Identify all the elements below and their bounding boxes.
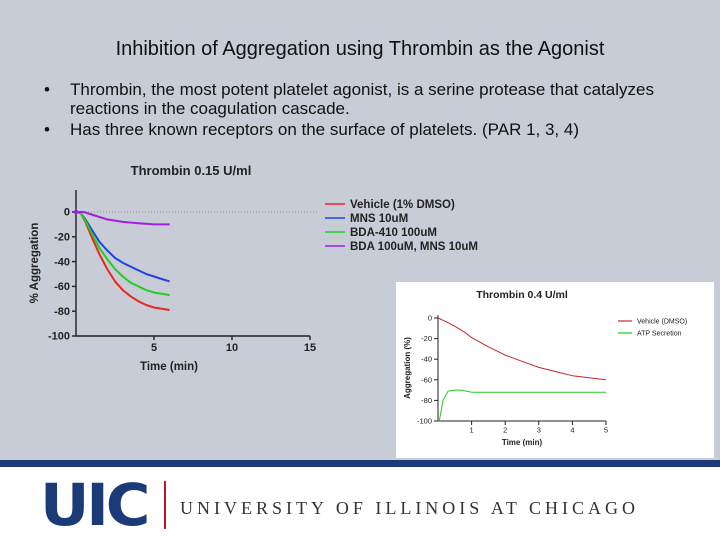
legend-label: MNS 10uM: [350, 213, 408, 225]
y-tick-label: 0: [64, 207, 70, 219]
logo-divider: [164, 481, 166, 529]
y-tick-label: -40: [54, 256, 70, 268]
series-line: [437, 389, 606, 422]
x-tick-label: 15: [304, 342, 316, 354]
y-tick-label: -80: [54, 306, 70, 318]
y-tick-label: -100: [48, 331, 70, 343]
x-axis-label: Time (min): [140, 361, 198, 373]
footer: UIC UNIVERSITY OF ILLINOIS AT CHICAGO: [0, 467, 720, 540]
y-tick-label: -20: [421, 334, 432, 343]
y-tick-label: -60: [421, 375, 432, 384]
chart-panel: Thrombin 0.4 U/ml 0 -20 -40 -60 -80 -100 1 2 3 4 5 T…: [396, 282, 714, 458]
x-tick-label: 1: [470, 426, 474, 435]
series-line: [75, 211, 170, 297]
chart-thrombin-015: Thrombin 0.15 U/ml 0 -20 -40 -60 -80 -100 5 10 15…: [29, 163, 478, 373]
chart-title: Thrombin 0.4 U/ml: [476, 289, 568, 301]
y-tick-label: -40: [421, 355, 432, 364]
legend-label: Vehicle (DMSO): [637, 318, 687, 325]
x-tick-label: 4: [570, 426, 574, 435]
x-tick-label: 2: [503, 426, 507, 435]
legend-label: ATP Secretion: [637, 330, 682, 337]
legend-label: BDA 100uM, MNS 10uM: [350, 241, 478, 253]
x-tick-label: 5: [151, 342, 157, 354]
y-tick-label: -80: [421, 396, 432, 405]
bullet-item: Has three known receptors on the surface…: [44, 120, 694, 139]
y-tick-label: -20: [54, 231, 70, 243]
data-point: [73, 209, 79, 215]
bullet-item: Thrombin, the most potent platelet agoni…: [44, 80, 694, 118]
slide-title: Inhibition of Aggregation using Thrombin…: [115, 38, 605, 60]
y-axis-label: Aggregation (%): [403, 337, 412, 399]
legend-label: Vehicle (1% DMSO): [350, 199, 455, 211]
y-axis-label: % Aggregation: [29, 223, 41, 304]
bullet-list: Thrombin, the most potent platelet agoni…: [44, 80, 694, 141]
uic-logo: UIC: [40, 471, 151, 539]
x-tick-label: 5: [604, 426, 608, 435]
series-line: [437, 317, 607, 381]
x-tick-label: 3: [537, 426, 541, 435]
legend-label: BDA-410 100uM: [350, 227, 437, 239]
x-axis-label: Time (min): [502, 438, 543, 447]
series-line: [76, 211, 170, 226]
y-tick-label: 0: [428, 314, 432, 323]
x-tick-label: 10: [226, 342, 238, 354]
chart-thrombin-04: Thrombin 0.4 U/ml 0 -20 -40 -60 -80 -100 1 2 3 4 5 T…: [403, 289, 687, 447]
y-tick-label: -60: [54, 281, 70, 293]
footer-bar: [0, 460, 720, 467]
y-tick-label: -100: [417, 417, 432, 426]
chart-title: Thrombin 0.15 U/ml: [131, 163, 252, 178]
university-name: UNIVERSITY OF ILLINOIS AT CHICAGO: [180, 498, 639, 518]
